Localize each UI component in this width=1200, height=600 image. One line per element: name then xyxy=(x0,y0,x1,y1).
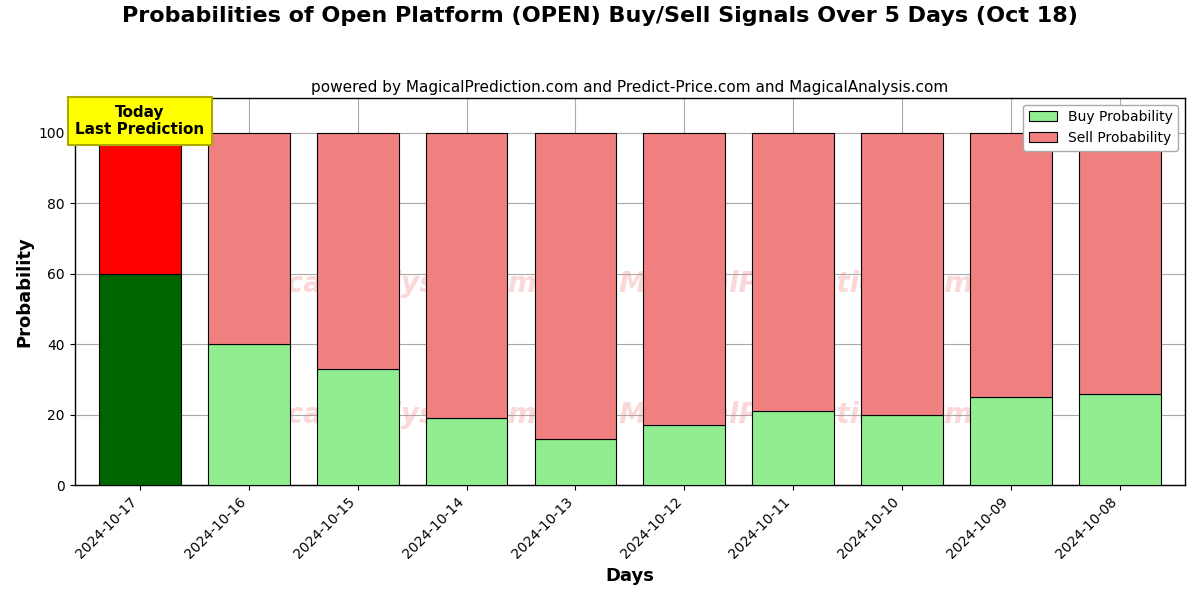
Text: MagicalAnalysis.com: MagicalAnalysis.com xyxy=(211,401,538,430)
Bar xyxy=(1079,133,1160,394)
Bar xyxy=(752,411,834,485)
Bar xyxy=(426,418,508,485)
Bar xyxy=(862,415,943,485)
Bar xyxy=(970,397,1051,485)
Bar xyxy=(643,425,725,485)
Text: MagicalAnalysis.com: MagicalAnalysis.com xyxy=(211,269,538,298)
Bar xyxy=(208,133,289,344)
X-axis label: Days: Days xyxy=(605,567,654,585)
Bar xyxy=(100,274,181,485)
Text: Today
Last Prediction: Today Last Prediction xyxy=(76,104,204,137)
Title: powered by MagicalPrediction.com and Predict-Price.com and MagicalAnalysis.com: powered by MagicalPrediction.com and Pre… xyxy=(311,80,948,95)
Bar xyxy=(534,133,617,439)
Bar xyxy=(426,133,508,418)
Bar xyxy=(862,133,943,415)
Legend: Buy Probability, Sell Probability: Buy Probability, Sell Probability xyxy=(1024,104,1178,151)
Text: MagicalPrediction.com: MagicalPrediction.com xyxy=(619,269,974,298)
Bar xyxy=(1079,394,1160,485)
Text: Probabilities of Open Platform (OPEN) Buy/Sell Signals Over 5 Days (Oct 18): Probabilities of Open Platform (OPEN) Bu… xyxy=(122,6,1078,26)
Bar xyxy=(100,133,181,274)
Bar xyxy=(317,133,398,369)
Bar xyxy=(752,133,834,411)
Bar xyxy=(534,439,617,485)
Bar xyxy=(643,133,725,425)
Bar xyxy=(208,344,289,485)
Text: MagicalPrediction.com: MagicalPrediction.com xyxy=(619,401,974,430)
Bar xyxy=(317,369,398,485)
Y-axis label: Probability: Probability xyxy=(16,236,34,347)
Bar xyxy=(970,133,1051,397)
